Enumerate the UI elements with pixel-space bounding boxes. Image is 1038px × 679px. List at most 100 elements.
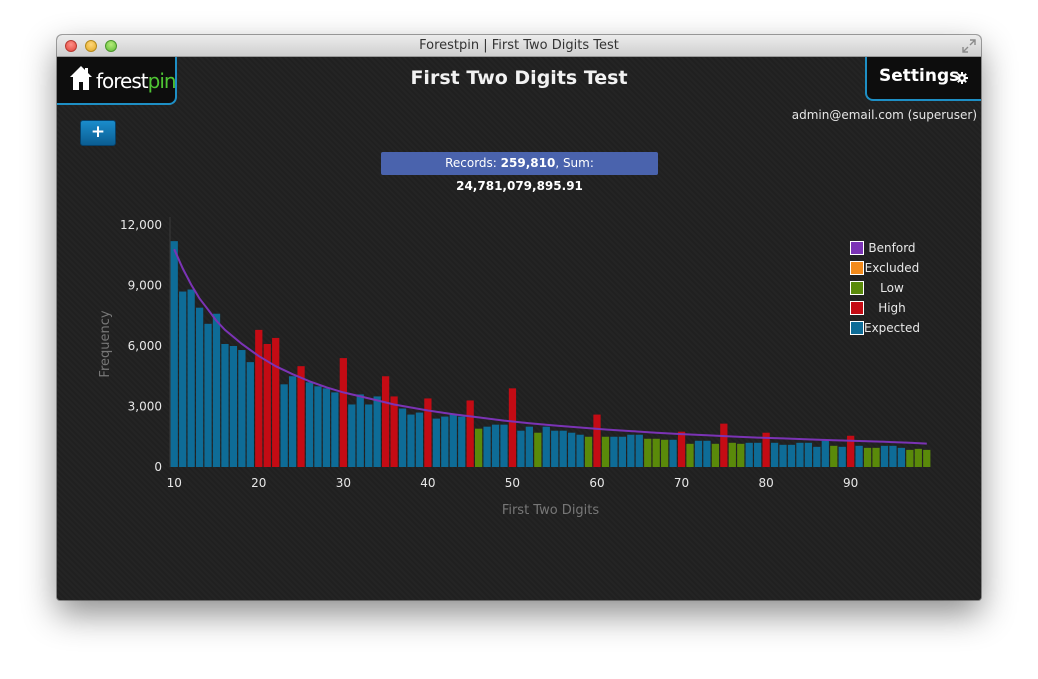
bar-98: [914, 448, 922, 467]
bar-92: [863, 447, 872, 467]
legend-swatch-low: [850, 281, 864, 295]
bar-40: [424, 398, 432, 467]
y-axis-label: Frequency: [98, 310, 113, 377]
bar-65: [635, 434, 643, 467]
bar-45: [466, 400, 474, 467]
bar-66: [644, 438, 652, 467]
bar-15: [212, 313, 221, 467]
legend-swatch-excluded: [850, 261, 864, 275]
bar-91: [855, 445, 863, 467]
add-button[interactable]: +: [80, 120, 116, 146]
bar-48: [491, 424, 500, 467]
bar-49: [500, 424, 508, 467]
bar-81: [770, 442, 779, 467]
bar-22: [272, 337, 280, 467]
x-tick-label: 80: [758, 476, 773, 490]
logo-text-forest: forest: [96, 69, 149, 93]
bar-14: [204, 323, 212, 467]
bar-58: [576, 434, 584, 467]
bar-97: [906, 449, 914, 467]
bar-43: [449, 414, 457, 467]
bar-64: [627, 434, 635, 467]
bar-25: [297, 366, 305, 467]
logo[interactable]: forestpin: [57, 57, 177, 105]
bar-54: [542, 426, 550, 467]
bar-44: [458, 416, 466, 467]
bar-16: [221, 343, 229, 467]
bar-27: [314, 386, 322, 467]
bar-34: [373, 396, 381, 467]
bar-59: [584, 436, 593, 467]
page-title: First Two Digits Test: [410, 67, 628, 89]
bar-89: [838, 446, 846, 467]
bar-21: [263, 343, 271, 467]
bar-90: [847, 435, 855, 467]
bar-32: [356, 394, 364, 467]
bar-79: [754, 442, 762, 467]
bar-63: [618, 436, 626, 467]
bar-75: [720, 423, 728, 467]
bar-33: [365, 404, 373, 467]
y-tick-label: 3,000: [128, 400, 162, 414]
x-tick-label: 60: [589, 476, 604, 490]
bar-67: [652, 438, 660, 467]
close-window-button[interactable]: [65, 40, 77, 52]
y-tick-label: 6,000: [128, 339, 162, 353]
x-axis-label: First Two Digits: [502, 503, 600, 518]
bar-62: [610, 436, 618, 467]
legend-swatch-high: [850, 301, 864, 315]
bar-61: [601, 436, 610, 467]
x-tick-label: 40: [420, 476, 435, 490]
bar-17: [229, 346, 238, 467]
app-window: Forestpin | First Two Digits Test forest…: [57, 35, 981, 600]
first-two-digits-chart: 0 3,000 6,000 9,000 12,000 10 20 30 40 50 60 70 80 90…: [98, 217, 931, 518]
logo-text: forestpin: [96, 69, 177, 93]
legend-label-expected: Expected: [864, 321, 920, 335]
legend-label-high: High: [878, 301, 906, 315]
legend-label-low: Low: [880, 281, 904, 295]
bar-57: [568, 432, 576, 467]
x-tick-label: 90: [843, 476, 858, 490]
bar-46: [475, 428, 483, 467]
records-label: Records:: [445, 156, 501, 170]
bar-37: [398, 408, 407, 467]
bar-76: [728, 442, 736, 467]
y-tick-label: 9,000: [128, 279, 162, 293]
bar-53: [534, 432, 542, 467]
bar-96: [897, 447, 906, 467]
settings-label: Settings: [879, 66, 960, 86]
settings-button[interactable]: Settings: [865, 57, 981, 101]
bar-84: [796, 442, 804, 467]
bar-41: [432, 418, 440, 467]
bar-23: [280, 384, 288, 467]
bar-11: [179, 291, 187, 467]
bar-10: [170, 241, 178, 467]
bar-68: [661, 439, 669, 467]
bar-55: [551, 430, 559, 467]
user-label[interactable]: admin@email.com (superuser): [791, 108, 977, 122]
bar-20: [255, 329, 263, 467]
legend-label-benford: Benford: [868, 241, 915, 255]
bar-19: [246, 362, 254, 467]
home-icon: [70, 66, 92, 90]
fullscreen-icon[interactable]: [962, 39, 976, 53]
bar-24: [288, 376, 297, 467]
minimize-window-button[interactable]: [85, 40, 97, 52]
bar-13: [195, 307, 204, 467]
zoom-window-button[interactable]: [105, 40, 117, 52]
bar-70: [677, 431, 686, 467]
bar-86: [813, 446, 821, 467]
bar-29: [331, 392, 339, 467]
window-titlebar[interactable]: Forestpin | First Two Digits Test: [57, 35, 981, 57]
bar-80: [762, 432, 770, 467]
gear-icon: [956, 72, 968, 84]
bar-82: [779, 444, 787, 467]
window-title: Forestpin | First Two Digits Test: [419, 38, 619, 53]
bar-77: [737, 443, 745, 467]
bar-60: [593, 414, 601, 467]
y-tick-label: 12,000: [120, 218, 162, 232]
benford-line: [173, 248, 927, 445]
bar-18: [238, 350, 246, 467]
bar-83: [787, 444, 796, 467]
bar-85: [804, 442, 813, 467]
